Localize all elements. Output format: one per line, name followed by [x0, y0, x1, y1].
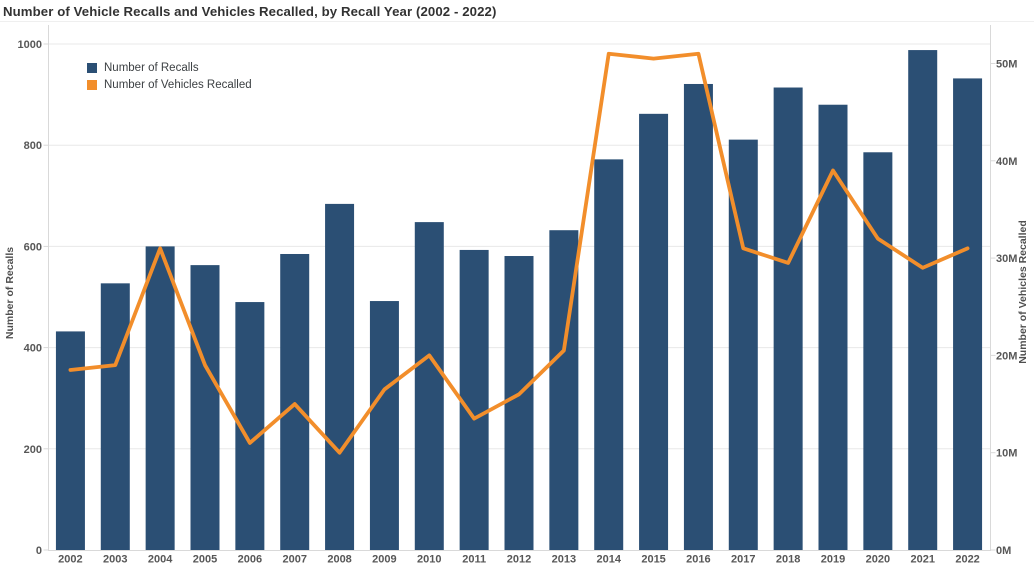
- x-tick-label-2004: 2004: [148, 554, 173, 566]
- bar-2022[interactable]: [953, 78, 983, 551]
- bar-2011[interactable]: [459, 249, 489, 550]
- x-tick-label-2014: 2014: [596, 554, 621, 566]
- x-tick-label-2006: 2006: [238, 554, 262, 566]
- y-right-tick-label-0M: 0M: [996, 545, 1011, 557]
- x-tick-label-2003: 2003: [103, 554, 127, 566]
- chart-title: Number of Vehicle Recalls and Vehicles R…: [3, 4, 497, 19]
- bar-2007[interactable]: [280, 253, 310, 551]
- x-tick-label-2005: 2005: [193, 554, 217, 566]
- bar-2018[interactable]: [773, 87, 803, 551]
- y-left-tick-label-800: 800: [24, 140, 42, 152]
- bar-2012[interactable]: [504, 256, 534, 550]
- legend-swatch-bar-icon: [87, 63, 97, 73]
- y-left-tick-label-1000: 1000: [18, 39, 42, 51]
- y-right-tick-label-10M: 10M: [996, 448, 1017, 460]
- bar-2004[interactable]: [145, 246, 175, 550]
- bar-2003[interactable]: [100, 283, 130, 550]
- vehicles-recalled-line: [68, 51, 970, 455]
- y-axis-title-left: Number of Recalls: [4, 246, 16, 340]
- x-tick-label-2021: 2021: [910, 554, 934, 566]
- x-tick-label-2015: 2015: [641, 554, 665, 566]
- x-tick-label-2019: 2019: [821, 554, 845, 566]
- bar-2005[interactable]: [190, 265, 220, 550]
- y-right-tick-label-20M: 20M: [996, 350, 1017, 362]
- bar-2019[interactable]: [818, 104, 848, 550]
- x-tick-label-2013: 2013: [552, 554, 576, 566]
- bar-2021[interactable]: [908, 50, 938, 551]
- bar-2002[interactable]: [55, 331, 85, 550]
- x-tick-label-2011: 2011: [462, 554, 486, 566]
- bar-2008[interactable]: [325, 203, 355, 550]
- x-tick-label-2002: 2002: [58, 554, 82, 566]
- y-axis-title-right: Number of Vehicles Recalled: [1017, 220, 1029, 364]
- legend-label-number-of-vehicles-recalled: Number of Vehicles Recalled: [104, 79, 252, 91]
- x-tick-label-2009: 2009: [372, 554, 396, 566]
- legend: Number of Recalls Number of Vehicles Rec…: [87, 62, 252, 91]
- x-tick-label-2007: 2007: [282, 554, 306, 566]
- x-tick-label-2020: 2020: [866, 554, 890, 566]
- y-left-tick-label-400: 400: [24, 343, 42, 355]
- bar-2010[interactable]: [414, 222, 444, 550]
- y-left-tick-label-200: 200: [24, 444, 42, 456]
- x-tick-label-2010: 2010: [417, 554, 441, 566]
- y-left-tick-label-0: 0: [36, 545, 42, 557]
- legend-item-number-of-vehicles-recalled[interactable]: Number of Vehicles Recalled: [87, 79, 252, 91]
- bar-2009[interactable]: [369, 301, 399, 550]
- legend-swatch-line-icon: [87, 80, 97, 90]
- bar-2016[interactable]: [683, 83, 713, 550]
- x-tick-label-2022: 2022: [955, 554, 979, 566]
- y-right-tick-label-40M: 40M: [996, 156, 1017, 168]
- legend-item-number-of-recalls[interactable]: Number of Recalls: [87, 62, 252, 74]
- x-tick-label-2012: 2012: [507, 554, 531, 566]
- bar-2015[interactable]: [639, 113, 669, 550]
- y-right-tick-label-50M: 50M: [996, 58, 1017, 70]
- y-left-tick-label-600: 600: [24, 241, 42, 253]
- x-tick-label-2018: 2018: [776, 554, 800, 566]
- x-tick-label-2016: 2016: [686, 554, 710, 566]
- x-tick-label-2017: 2017: [731, 554, 755, 566]
- bar-2020[interactable]: [863, 152, 893, 550]
- x-tick-label-2008: 2008: [327, 554, 351, 566]
- bar-2014[interactable]: [594, 159, 624, 551]
- legend-label-number-of-recalls: Number of Recalls: [104, 62, 199, 74]
- y-right-tick-label-30M: 30M: [996, 253, 1017, 265]
